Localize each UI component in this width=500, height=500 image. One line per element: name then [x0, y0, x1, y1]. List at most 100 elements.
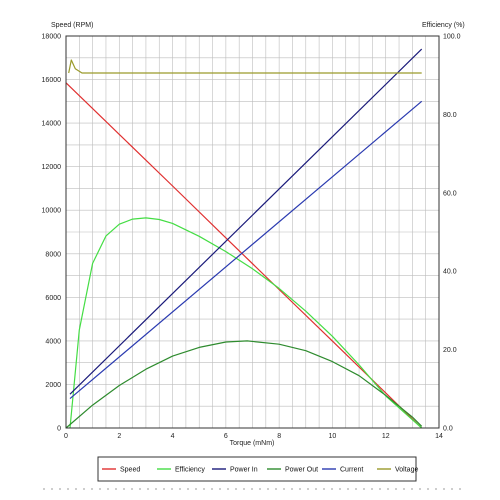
- series-line-power-out: [65, 340, 423, 429]
- x-tick-label: 0: [64, 433, 68, 440]
- dot: [139, 488, 141, 490]
- y-right-tick-label: 60.0: [443, 190, 457, 197]
- dot: [251, 488, 253, 490]
- dot: [227, 488, 229, 490]
- dot: [259, 488, 261, 490]
- dot: [371, 488, 373, 490]
- legend-label-power-out: Power Out: [285, 467, 318, 474]
- dot: [131, 488, 133, 490]
- dot: [451, 488, 453, 490]
- dot: [203, 488, 205, 490]
- dot: [59, 488, 61, 490]
- y-left-tick-label: 0: [57, 426, 61, 433]
- y-right-tick-label: 20.0: [443, 347, 457, 354]
- dot: [107, 488, 109, 490]
- y-left-tick-label: 18000: [42, 34, 62, 41]
- dot: [267, 488, 269, 490]
- dot: [411, 488, 413, 490]
- bottom-dotted-line: [43, 488, 461, 490]
- series-line-current: [69, 100, 423, 400]
- plot-frame: [65, 35, 440, 429]
- dot: [355, 488, 357, 490]
- dot: [459, 488, 461, 490]
- dot: [171, 488, 173, 490]
- y-axis-right-title: Efficiency (%): [422, 22, 465, 29]
- dot: [387, 488, 389, 490]
- dot: [115, 488, 117, 490]
- dot: [123, 488, 125, 490]
- y-right-tick-label: 0.0: [443, 426, 453, 433]
- y-right-tick-label: 80.0: [443, 112, 457, 119]
- legend: Speed Efficiency Power In Power Out Current V…: [97, 456, 418, 482]
- legend-box: [97, 456, 417, 482]
- y-left-tick-label: 8000: [45, 251, 61, 258]
- x-axis-title: Torque (mNm): [230, 440, 275, 447]
- series-line-power-in: [69, 48, 423, 395]
- y-right-tick-label: 40.0: [443, 269, 457, 276]
- dot: [379, 488, 381, 490]
- y-left-tick-label: 2000: [45, 382, 61, 389]
- x-tick-label: 12: [382, 433, 390, 440]
- dot: [43, 488, 45, 490]
- y-left-tick-label: 4000: [45, 338, 61, 345]
- dot: [243, 488, 245, 490]
- y-axis-left-title: Speed (RPM): [51, 22, 93, 29]
- dot: [331, 488, 333, 490]
- grid: [66, 36, 439, 428]
- dot: [347, 488, 349, 490]
- dot: [299, 488, 301, 490]
- series-layer: [65, 48, 423, 429]
- dot: [163, 488, 165, 490]
- y-left-tick-label: 6000: [45, 295, 61, 302]
- dot: [443, 488, 445, 490]
- x-tick-label: 8: [277, 433, 281, 440]
- dot: [67, 488, 69, 490]
- y-left-tick-label: 16000: [42, 77, 62, 84]
- dot: [91, 488, 93, 490]
- dot: [83, 488, 85, 490]
- dot: [75, 488, 77, 490]
- legend-label-power-in: Power In: [230, 467, 258, 474]
- x-tick-label: 6: [224, 433, 228, 440]
- dot: [427, 488, 429, 490]
- x-tick-label: 2: [117, 433, 121, 440]
- dot: [51, 488, 53, 490]
- dot: [291, 488, 293, 490]
- dot: [275, 488, 277, 490]
- dot: [99, 488, 101, 490]
- dot: [179, 488, 181, 490]
- dot: [339, 488, 341, 490]
- dot: [315, 488, 317, 490]
- dot: [403, 488, 405, 490]
- dot: [323, 488, 325, 490]
- dot: [283, 488, 285, 490]
- dot: [195, 488, 197, 490]
- dot: [155, 488, 157, 490]
- legend-label-speed: Speed: [120, 467, 140, 474]
- legend-label-current: Current: [340, 467, 363, 474]
- dot: [395, 488, 397, 490]
- y-left-tick-label: 14000: [42, 121, 62, 128]
- x-tick-label: 10: [329, 433, 337, 440]
- tick-labels: 0 2 4 6 8 10 12 14 0 2000 4000 6000 8000 10000 12000 14…: [42, 34, 461, 441]
- series-line-voltage: [68, 59, 422, 74]
- dot: [307, 488, 309, 490]
- legend-label-voltage: Voltage: [395, 467, 418, 474]
- series-line-speed: [65, 82, 423, 429]
- x-tick-label: 4: [171, 433, 175, 440]
- dot: [235, 488, 237, 490]
- x-tick-label: 14: [435, 433, 443, 440]
- dot: [435, 488, 437, 490]
- legend-label-efficiency: Efficiency: [175, 467, 205, 474]
- dot: [219, 488, 221, 490]
- y-right-tick-label: 100.0: [443, 34, 461, 41]
- dot: [363, 488, 365, 490]
- series-line-efficiency: [69, 217, 423, 429]
- dot: [147, 488, 149, 490]
- dot: [187, 488, 189, 490]
- dot: [211, 488, 213, 490]
- y-left-tick-label: 10000: [42, 208, 62, 215]
- dot: [419, 488, 421, 490]
- y-left-tick-label: 12000: [42, 164, 62, 171]
